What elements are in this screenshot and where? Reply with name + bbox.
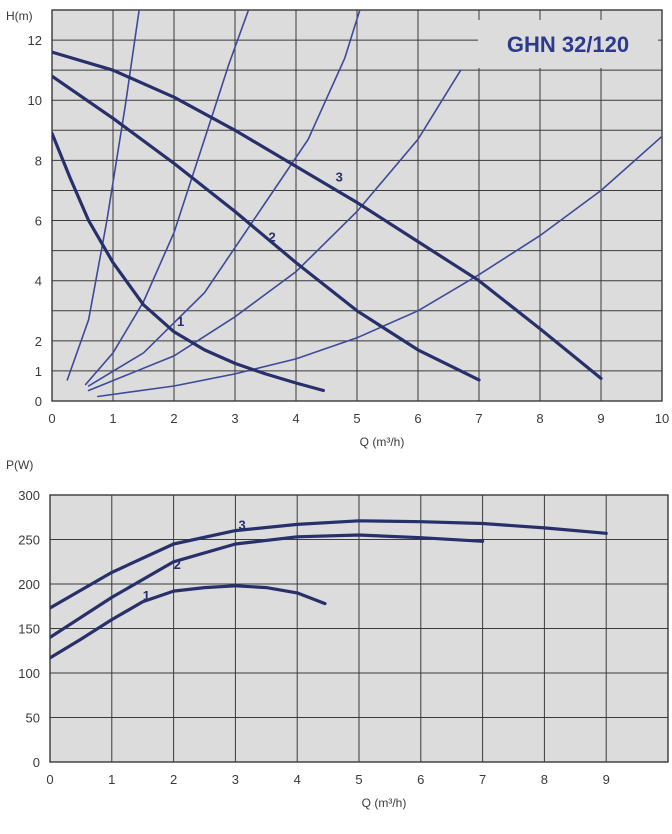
curve-1 bbox=[50, 584, 327, 660]
power-chart: 0 1 2 3 4 5 6 7 8 9 0 50 100 150 200 250 300 P(W) Q (m³… bbox=[6, 458, 669, 810]
x-tick-label: 7 bbox=[475, 411, 482, 426]
system-curve-5 bbox=[97, 135, 662, 398]
model-title-box: GHN 32/120 bbox=[478, 20, 658, 68]
head-y-axis-label: H(m) bbox=[6, 9, 33, 23]
x-tick-label: 1 bbox=[108, 772, 115, 787]
x-tick-label: 7 bbox=[479, 772, 486, 787]
y-tick-label: 10 bbox=[28, 93, 42, 108]
head-pump-curves bbox=[52, 50, 603, 393]
power-y-tick-labels: 0 50 100 150 200 250 300 bbox=[18, 488, 40, 770]
curve-3 bbox=[50, 519, 608, 610]
power-curves bbox=[50, 519, 608, 660]
x-tick-label: 6 bbox=[414, 411, 421, 426]
x-tick-label: 5 bbox=[353, 411, 360, 426]
x-tick-label: 5 bbox=[355, 772, 362, 787]
x-tick-label: 2 bbox=[170, 411, 177, 426]
power-grid bbox=[49, 494, 669, 763]
curve-2 bbox=[52, 74, 481, 382]
y-tick-label: 8 bbox=[35, 153, 42, 168]
y-tick-label: 150 bbox=[18, 622, 40, 637]
x-tick-label: 4 bbox=[292, 411, 299, 426]
x-tick-label: 0 bbox=[46, 772, 53, 787]
power-y-axis-label: P(W) bbox=[6, 458, 33, 472]
y-tick-label: 300 bbox=[18, 488, 40, 503]
system-curve-4 bbox=[87, 69, 462, 392]
x-tick-label: 9 bbox=[603, 772, 610, 787]
curve-label-1: 1 bbox=[143, 588, 150, 603]
head-system-curves bbox=[66, 10, 662, 398]
y-tick-label: 200 bbox=[18, 577, 40, 592]
curve-label-1: 1 bbox=[177, 314, 184, 329]
curve-label-3: 3 bbox=[238, 518, 245, 533]
x-tick-label: 0 bbox=[48, 411, 55, 426]
plot-border bbox=[51, 9, 663, 402]
power-x-tick-labels: 0 1 2 3 4 5 6 7 8 9 bbox=[46, 772, 609, 787]
plot-border bbox=[49, 494, 669, 763]
curve-1 bbox=[52, 131, 325, 393]
model-title: GHN 32/120 bbox=[507, 32, 629, 57]
x-tick-label: 3 bbox=[231, 411, 238, 426]
curve-label-3: 3 bbox=[336, 169, 343, 184]
x-tick-label: 1 bbox=[109, 411, 116, 426]
y-tick-label: 6 bbox=[35, 214, 42, 229]
head-x-tick-labels: 0 1 2 3 4 5 6 7 8 9 10 bbox=[48, 411, 669, 426]
y-tick-label: 50 bbox=[26, 711, 40, 726]
system-curve-1 bbox=[66, 10, 140, 381]
x-tick-label: 8 bbox=[541, 772, 548, 787]
system-curve-3 bbox=[87, 10, 361, 387]
y-tick-label: 250 bbox=[18, 533, 40, 548]
y-tick-label: 100 bbox=[18, 666, 40, 681]
x-tick-label: 9 bbox=[597, 411, 604, 426]
curve-label-2: 2 bbox=[269, 230, 276, 245]
y-tick-label: 4 bbox=[35, 274, 42, 289]
x-tick-label: 2 bbox=[170, 772, 177, 787]
x-tick-label: 6 bbox=[417, 772, 424, 787]
x-tick-label: 3 bbox=[232, 772, 239, 787]
curve-label-2: 2 bbox=[174, 557, 181, 572]
y-tick-label: 12 bbox=[28, 33, 42, 48]
x-tick-label: 10 bbox=[655, 411, 669, 426]
x-tick-label: 8 bbox=[536, 411, 543, 426]
curve-2 bbox=[50, 533, 485, 639]
y-tick-label: 1 bbox=[35, 364, 42, 379]
system-curve-2 bbox=[84, 10, 250, 386]
y-tick-label: 2 bbox=[35, 334, 42, 349]
x-tick-label: 4 bbox=[294, 772, 301, 787]
curve-3 bbox=[52, 50, 603, 380]
y-tick-label: 0 bbox=[35, 394, 42, 409]
power-x-axis-label: Q (m³/h) bbox=[362, 796, 407, 810]
head-x-axis-label: Q (m³/h) bbox=[360, 435, 405, 449]
y-tick-label: 0 bbox=[33, 755, 40, 770]
